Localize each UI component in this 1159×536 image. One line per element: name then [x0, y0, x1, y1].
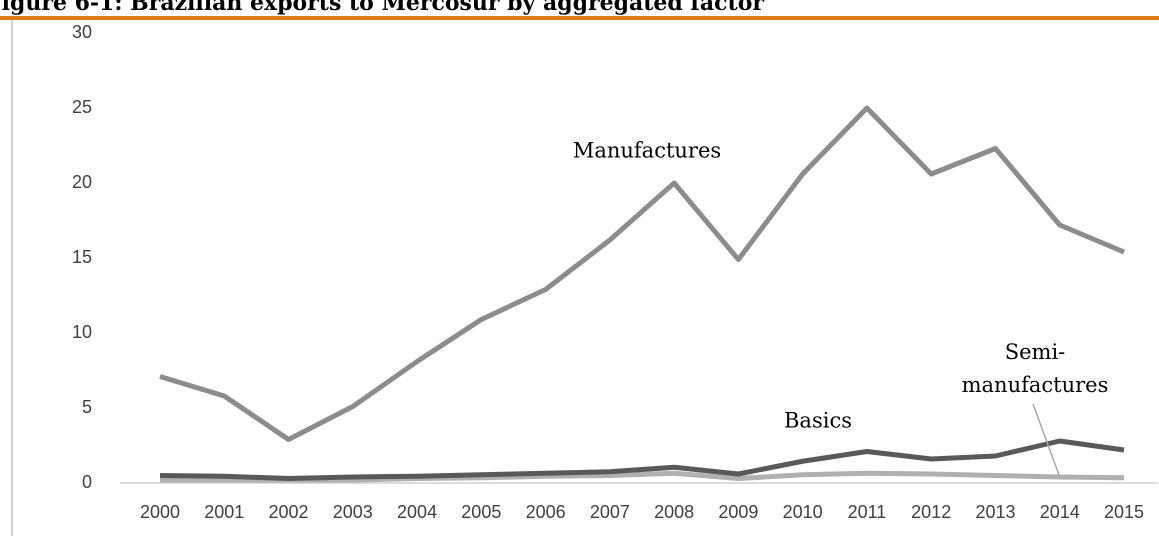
- leader-line: [1032, 403, 1061, 478]
- series-line: [159, 438, 1125, 481]
- series-label: Basics: [784, 409, 852, 433]
- y-tick-label: 0: [82, 472, 92, 492]
- x-tick-label: 2004: [397, 502, 437, 522]
- y-tick-label: 25: [72, 97, 92, 117]
- x-tick-label: 2010: [783, 502, 823, 522]
- chart-title: Figure 6-1: Brazilian exports to Mercosu…: [0, 0, 764, 16]
- x-tick-label: 2001: [204, 502, 244, 522]
- series-line: [159, 105, 1125, 442]
- x-tick-label: 2000: [140, 502, 180, 522]
- x-tick-label: 2002: [269, 502, 309, 522]
- y-tick-label: 20: [72, 172, 92, 192]
- x-tick-label: 2005: [461, 502, 501, 522]
- y-tick-label: 5: [82, 397, 92, 417]
- series-label: Manufactures: [573, 139, 721, 163]
- x-tick-label: 2009: [718, 502, 758, 522]
- x-tick-label: 2007: [590, 502, 630, 522]
- x-tick-label: 2006: [526, 502, 566, 522]
- series-label: Semi-manufactures: [961, 340, 1109, 397]
- x-tick-label: 2014: [1040, 502, 1080, 522]
- x-tick-label: 2015: [1104, 502, 1144, 522]
- x-tick-label: 2003: [333, 502, 373, 522]
- x-tick-label: 2008: [654, 502, 694, 522]
- y-tick-label: 10: [72, 322, 92, 342]
- y-tick-label: 30: [72, 22, 92, 42]
- x-tick-label: 2012: [911, 502, 951, 522]
- x-tick-label: 2013: [975, 502, 1015, 522]
- x-tick-label: 2011: [848, 502, 887, 522]
- y-tick-label: 15: [72, 247, 92, 267]
